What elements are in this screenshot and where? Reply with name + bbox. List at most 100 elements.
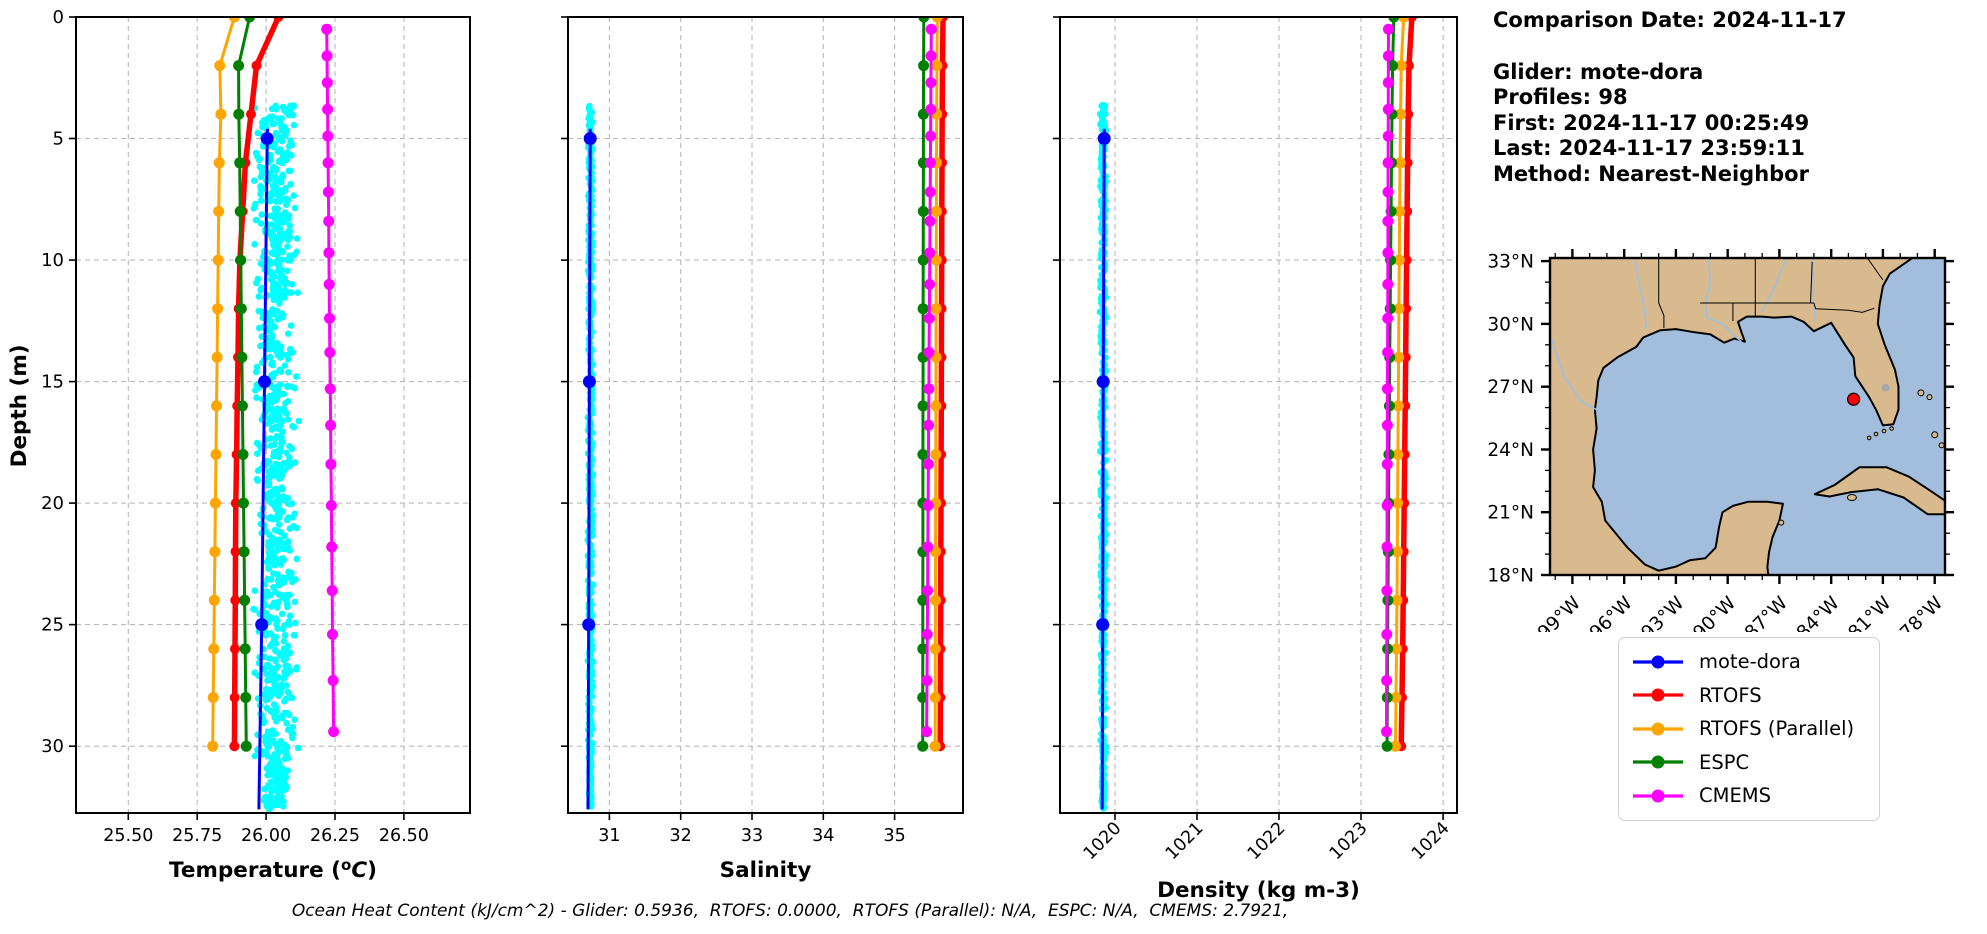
svg-text:1024: 1024 (1408, 818, 1454, 864)
comparison-date-text: Comparison Date: 2024-11-17 (1493, 8, 1847, 32)
depth-axis-label: Depth (m) (7, 344, 32, 467)
svg-text:1023: 1023 (1326, 818, 1372, 864)
svg-text:26.25: 26.25 (310, 826, 360, 846)
svg-text:27°N: 27°N (1487, 377, 1534, 398)
map-cuba-island (1813, 466, 1945, 516)
glider-location-marker (1846, 392, 1861, 406)
legend-item-rtofs-parallel: RTOFS (Parallel) (1629, 712, 1869, 746)
depth-tick-labels: 0 5 10 15 20 25 30 (41, 7, 64, 757)
legend-line-marker-icon (1633, 789, 1683, 803)
svg-text:1022: 1022 (1244, 818, 1290, 864)
method-text: Method: Nearest-Neighbor (1493, 161, 1809, 186)
legend-label: ESPC (1699, 750, 1750, 774)
temperature-glider-raw-points (250, 102, 303, 813)
legend-label: RTOFS (Parallel) (1699, 717, 1855, 741)
info-spacer (1493, 34, 1847, 60)
profiles-count-text: Profiles: 98 (1493, 85, 1628, 109)
density-series-rtofs-parallel (1390, 17, 1410, 752)
svg-text:25: 25 (41, 615, 64, 636)
svg-text:87°W: 87°W (1741, 593, 1792, 632)
svg-text:20: 20 (41, 493, 64, 514)
map-frame (1548, 256, 1947, 577)
legend-item-cmems: CMEMS (1629, 779, 1869, 813)
temperature-frame (75, 16, 471, 814)
temperature-series-mote-dora (255, 128, 274, 810)
svg-text:78°W: 78°W (1896, 593, 1947, 632)
temperature-series-cmems (321, 23, 340, 738)
salinity-grid (568, 16, 963, 813)
temperature-tick-marks (69, 16, 405, 820)
density-series-mote-dora (1096, 128, 1111, 810)
density-series-cmems (1381, 23, 1394, 738)
legend-line-marker-icon (1633, 755, 1683, 769)
lake-okeechobee (1881, 383, 1890, 392)
legend-line-marker-icon (1633, 655, 1683, 669)
svg-text:26.00: 26.00 (241, 826, 291, 846)
svg-text:5: 5 (53, 129, 64, 150)
map-state-borders (1658, 258, 1884, 329)
density-frame (1059, 16, 1458, 814)
svg-text:1021: 1021 (1162, 818, 1208, 864)
svg-text:81°W: 81°W (1844, 593, 1895, 632)
legend-item-espc: ESPC (1629, 746, 1869, 780)
svg-text:31: 31 (598, 826, 620, 846)
svg-text:21°N: 21°N (1487, 503, 1534, 524)
svg-text:33°N: 33°N (1487, 252, 1534, 273)
svg-text:90°W: 90°W (1689, 593, 1740, 632)
legend-item-rtofs: RTOFS (1629, 679, 1869, 713)
salinity-series-cmems (921, 23, 937, 738)
legend-box: mote-dora RTOFS RTOFS (Parallel) ESPC CMEMS (1618, 637, 1880, 821)
legend-label: CMEMS (1699, 784, 1771, 808)
svg-text:18°N: 18°N (1487, 566, 1534, 587)
svg-text:96°W: 96°W (1586, 593, 1637, 632)
svg-text:30°N: 30°N (1487, 314, 1534, 335)
legend-label: RTOFS (1699, 683, 1762, 707)
svg-text:25.75: 25.75 (172, 826, 222, 846)
salinity-series-mote-dora (582, 128, 597, 810)
density-axis-label: Density (kg m-3) (1157, 878, 1360, 903)
map-rivers (1550, 258, 1817, 411)
svg-text:25.50: 25.50 (103, 826, 153, 846)
svg-text:93°W: 93°W (1637, 593, 1688, 632)
salinity-series-espc (917, 17, 930, 752)
temperature-tick-labels: 25.50 25.75 26.00 26.25 26.50 (103, 826, 429, 846)
first-profile-text: First: 2024-11-17 00:25:49 (1493, 110, 1810, 135)
legend-line-marker-icon (1633, 722, 1683, 736)
temperature-series-espc (233, 17, 256, 752)
last-profile-text: Last: 2024-11-17 23:59:11 (1493, 136, 1805, 160)
salinity-frame (567, 16, 964, 814)
legend-item-mote-dora: mote-dora (1629, 645, 1869, 679)
info-panel: Comparison Date: 2024-11-17 Glider: mote… (1493, 8, 1847, 187)
ohc-caption: Ocean Heat Content (kJ/cm^2) - Glider: 0… (291, 901, 1289, 921)
temperature-axis-label: Temperature (oC) (169, 856, 377, 883)
svg-text:15: 15 (41, 372, 64, 393)
gulf-of-mexico-map: 33°N 30°N 27°N 24°N 21°N 18°N99°W 96°W 93°W 90°W… (1487, 249, 1954, 632)
svg-text:32: 32 (670, 826, 692, 846)
svg-text:0: 0 (53, 7, 64, 28)
svg-text:30: 30 (41, 736, 64, 757)
svg-text:24°N: 24°N (1487, 440, 1534, 461)
temperature-series-rtofs-parallel (207, 17, 240, 752)
svg-text:99°W: 99°W (1534, 593, 1585, 632)
salinity-axis-label: Salinity (720, 858, 812, 883)
svg-text:35: 35 (883, 826, 905, 846)
svg-text:10: 10 (41, 250, 64, 271)
svg-text:84°W: 84°W (1793, 593, 1844, 632)
glider-name-text: Glider: mote-dora (1493, 59, 1704, 84)
map-land (1550, 258, 1914, 575)
salinity-series-rtofs-parallel (929, 17, 943, 752)
salinity-tick-marks (561, 16, 896, 820)
density-grid (1060, 16, 1457, 813)
density-tick-labels: 1020 1021 1022 1023 1024 (1080, 818, 1454, 864)
svg-text:33: 33 (741, 826, 763, 846)
density-tick-marks (1053, 16, 1444, 820)
svg-text:34: 34 (812, 826, 834, 846)
salinity-tick-labels: 31 32 33 34 35 (598, 826, 905, 846)
svg-text:26.50: 26.50 (379, 826, 429, 846)
legend-line-marker-icon (1633, 688, 1683, 702)
map-ticks (1541, 249, 1954, 584)
legend-label: mote-dora (1699, 650, 1801, 674)
svg-text:1020: 1020 (1080, 818, 1126, 864)
